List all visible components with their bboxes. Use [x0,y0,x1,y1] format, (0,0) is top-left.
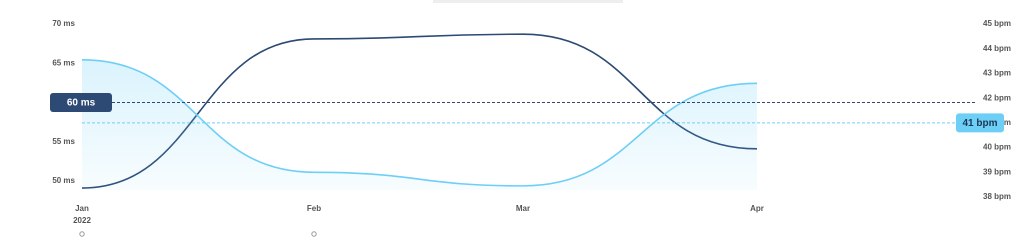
y-tick-label: 50 ms [52,176,75,185]
area [82,59,757,191]
x-tick-label: Apr [750,204,764,213]
x-tick-label: Feb [307,204,321,213]
y2-tick-label: 43 bpm [983,69,1011,78]
reference-label: 41 bpm [962,118,997,129]
line [81,59,758,187]
x-tick-label: Jan [75,204,89,213]
reference-badge [956,113,1004,133]
y2-tick-label: 42 bpm [983,93,1011,102]
x-sublabel: 2022 [73,216,91,225]
y2-tick-label: 45 bpm [983,19,1011,28]
y-tick-label: 65 ms [52,58,75,67]
y2-tick-label: 40 bpm [983,143,1011,152]
y2-tick-label: 38 bpm [983,192,1011,201]
x-tick-label: Mar [516,204,530,213]
reference-label: 60 ms [67,98,96,109]
event-dot [79,231,85,237]
top-bar [433,0,623,3]
y-tick-label: 55 ms [52,137,75,146]
y-tick-label: 70 ms [52,19,75,28]
y2-tick-label: 39 bpm [983,167,1011,176]
event-dot [311,231,317,237]
reference-badge [50,92,112,112]
y2-tick-label: 44 bpm [983,44,1011,53]
